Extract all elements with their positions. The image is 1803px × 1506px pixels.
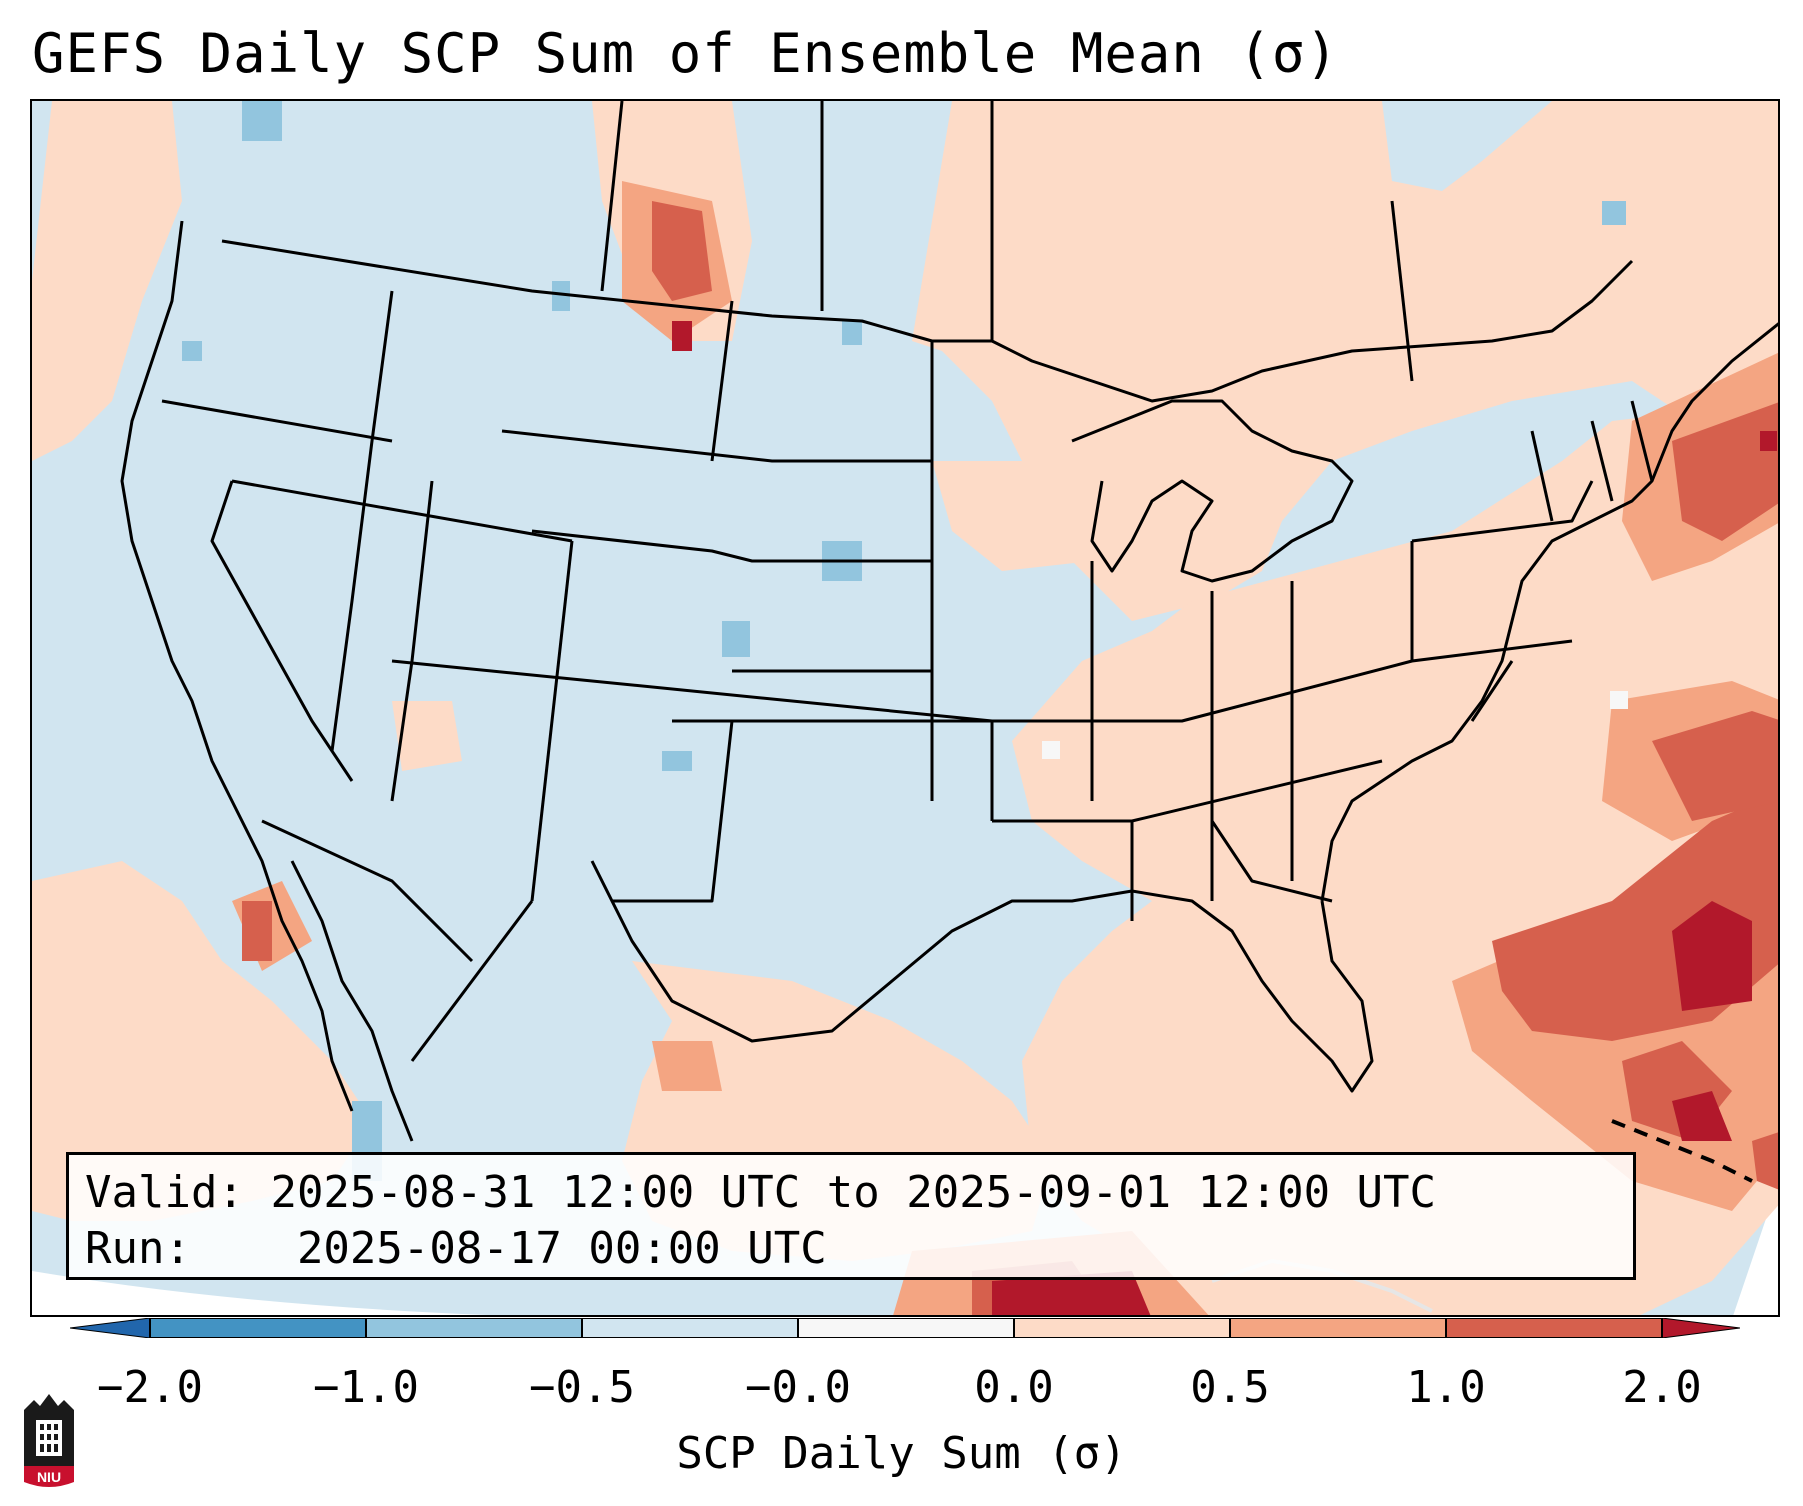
- colorbar-tick-label: 1.0: [1406, 1362, 1486, 1413]
- chart-title: GEFS Daily SCP Sum of Ensemble Mean (σ): [32, 22, 1339, 85]
- colorbar-label: SCP Daily Sum (σ): [676, 1428, 1127, 1479]
- colorbar-segment-m05-0: [582, 1318, 798, 1338]
- scp-map: [32, 101, 1778, 1315]
- colorbar-extend-max: [1661, 1317, 1741, 1339]
- map-boundaries: [120, 101, 1778, 1142]
- east-coastline: [1320, 322, 1778, 902]
- great-lakes: [1071, 399, 1354, 583]
- colorbar-segment-zero: [798, 1318, 1014, 1338]
- colorbar-segment-m1-m05: [366, 1318, 582, 1338]
- colorbar-segment-lt-m1: [150, 1318, 366, 1338]
- valid-label: Valid:: [85, 1167, 244, 1218]
- anomaly-zero: [1042, 691, 1628, 759]
- colorbar-tick-label: 2.0: [1622, 1362, 1702, 1413]
- west-coastline: [120, 220, 354, 1112]
- colorbar-tick-label: −2.0: [97, 1362, 203, 1413]
- colorbar-tick-label: −0.5: [529, 1362, 635, 1413]
- colorbar-tick-label: −1.0: [313, 1362, 419, 1413]
- canada-border: [221, 239, 1634, 403]
- gulf-coastline: [590, 860, 1374, 1093]
- colorbar-tick-label: −0.0: [745, 1362, 851, 1413]
- run-label: Run:: [85, 1223, 191, 1274]
- run-value: 2025-08-17 00:00 UTC: [296, 1223, 827, 1274]
- colorbar: [69, 1317, 1741, 1339]
- map-outside-region: [1733, 1201, 1778, 1315]
- map-outside-region: [32, 1271, 488, 1315]
- valid-value: 2025-08-31 12:00 UTC to 2025-09-01 12:00…: [270, 1167, 1437, 1218]
- cuba-outline: [1611, 1119, 1753, 1183]
- map-panel: [30, 99, 1780, 1317]
- colorbar-tick-label: 0.0: [974, 1362, 1054, 1413]
- colorbar-extend-min: [69, 1317, 151, 1339]
- valid-run-info-box: Valid: 2025-08-31 12:00 UTC to 2025-09-0…: [66, 1152, 1636, 1280]
- colorbar-segment-p1-2: [1446, 1318, 1662, 1338]
- colorbar-segment-p05-1: [1230, 1318, 1446, 1338]
- baja-coastline: [290, 860, 414, 1142]
- niu-logo: NIU: [20, 1392, 78, 1492]
- colorbar-segment-p0-05: [1014, 1318, 1230, 1338]
- colorbar-tick-label: 0.5: [1190, 1362, 1270, 1413]
- logo-text: NIU: [37, 1469, 61, 1485]
- anomaly-positive-max: [672, 321, 1777, 1315]
- colorbar-svg: [69, 1317, 1741, 1339]
